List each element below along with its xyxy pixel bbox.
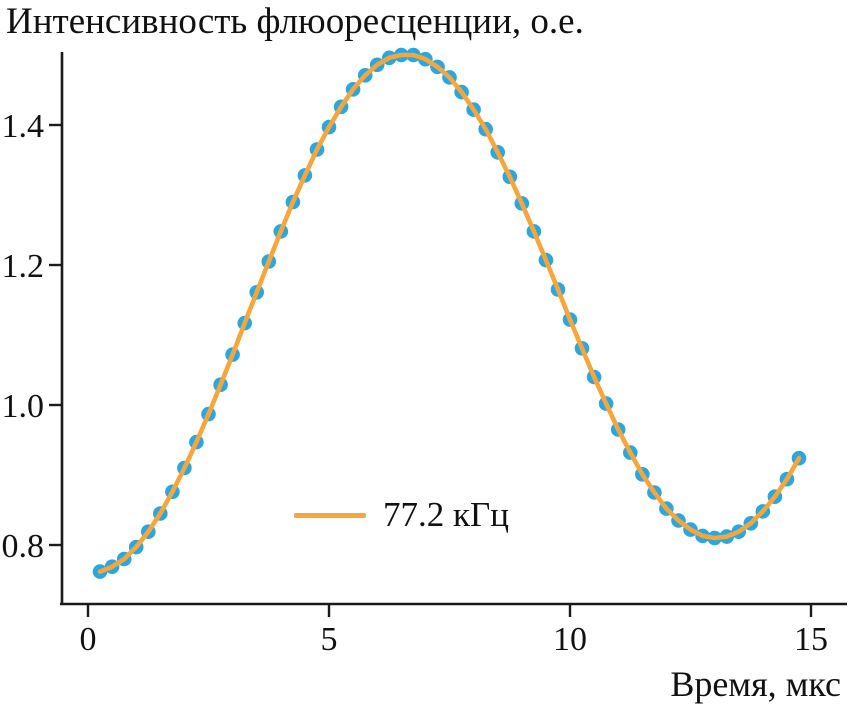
y-tick-label: 1.2: [2, 248, 45, 285]
y-tick-label: 1.4: [2, 108, 45, 145]
x-axis-ticks: 0 5 10 15: [80, 604, 828, 658]
x-tick-label: 0: [80, 621, 97, 658]
y-axis-ticks: 0.8 1.0 1.2 1.4: [2, 108, 62, 565]
x-tick-label: 10: [553, 621, 587, 658]
fit-line: [97, 52, 802, 574]
y-tick-label: 1.0: [2, 388, 45, 425]
legend-line-swatch: [294, 512, 366, 518]
legend-label: 77.2 кГц: [383, 495, 509, 534]
y-tick-label: 0.8: [2, 528, 45, 565]
chart-title: Интенсивность флюоресценции, о.е.: [6, 1, 584, 42]
x-tick-label: 15: [794, 621, 828, 658]
legend: 77.2 кГц: [294, 494, 509, 536]
x-axis-label: Время, мкс: [670, 664, 841, 704]
x-tick-label: 5: [321, 621, 338, 658]
